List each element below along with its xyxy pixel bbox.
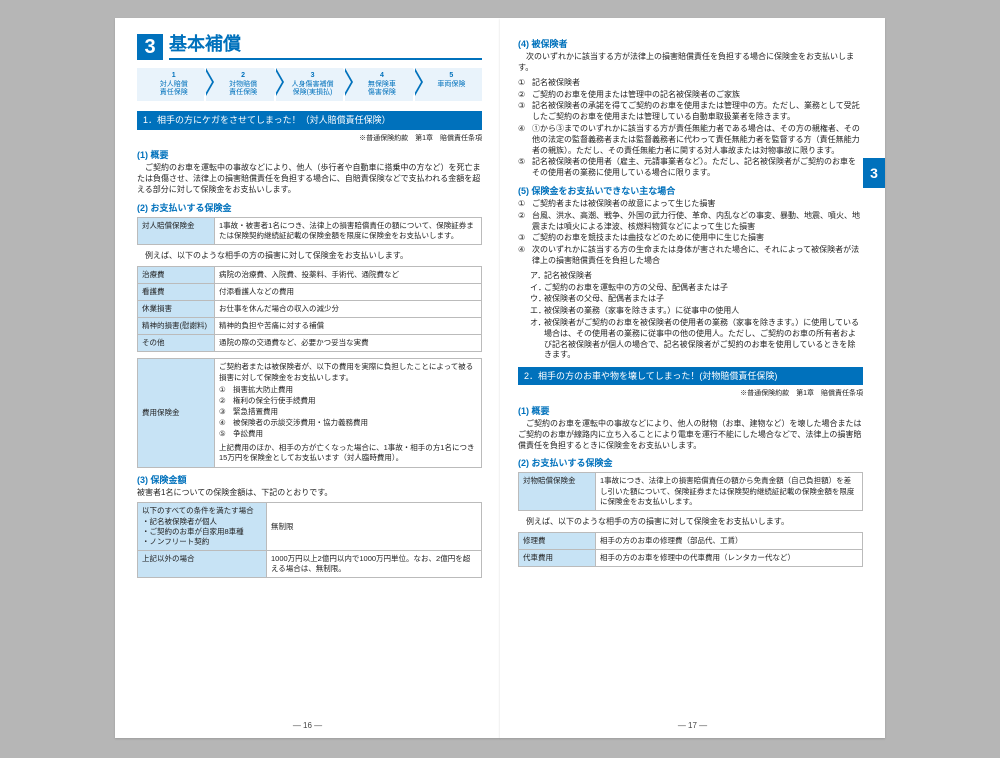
r-table-items: 修理費相手の方のお車の修理費（部品代、工賃）代車費用相手の方のお車を修理中の代車… bbox=[518, 532, 863, 567]
cell-body: 相手の方のお車の修理費（部品代、工賃） bbox=[596, 532, 863, 549]
list-item: ウ．被保険者の父母、配偶者または子 bbox=[530, 294, 863, 305]
list-item: ③ご契約のお車を競技または曲技などのために使用中に生じた損害 bbox=[518, 233, 863, 244]
subhead-4: (4) 被保険者 bbox=[518, 38, 863, 50]
step-arrows: 1対人賠償責任保険2対物賠償責任保険3人身傷害補償保険(実損払)4無保険車傷害保… bbox=[137, 68, 482, 101]
cell-head: 休業損害 bbox=[138, 301, 215, 318]
step: 2対物賠償責任保険 bbox=[206, 68, 273, 101]
r-table-main: 対物賠償保険金 1事故につき、法律上の損害賠償責任の額から免責金額（自己負担額）… bbox=[518, 472, 863, 510]
cell-head: 代車費用 bbox=[519, 549, 596, 566]
step: 3人身傷害補償保険(実損払) bbox=[276, 68, 343, 101]
note-right-1: ※普通保険約款 第1章 賠償責任条項 bbox=[137, 134, 482, 143]
r-para-example: 例えば、以下のような相手の方の損害に対して保険金をお支払いします。 bbox=[518, 517, 863, 528]
cell-body: 1事故・被害者1名につき、法律上の損害賠償責任の額について、保険証券または保険契… bbox=[215, 217, 482, 244]
note-right-2: ※普通保険約款 第1章 賠償責任条項 bbox=[518, 389, 863, 398]
para-amount: 被害者1名についての保険金額は、下記のとおりです。 bbox=[137, 488, 482, 499]
cell-body: 相手の方のお車を修理中の代車費用（レンタカー代など） bbox=[596, 549, 863, 566]
cell-head: 対物賠償保険金 bbox=[519, 473, 596, 510]
table-items: 治療費病院の治療費、入院費、投薬料、手術代、通院費など看護費付添看護人などの費用… bbox=[137, 266, 482, 353]
cell-body: 通院の際の交通費など、必要かつ妥当な実費 bbox=[215, 335, 482, 352]
cell-body: 無制限 bbox=[267, 503, 482, 551]
list-item: ③緊急措置費用 bbox=[219, 407, 477, 417]
text: ご契約者または被保険者が、以下の費用を実際に負担したことによって被る損害に対して… bbox=[219, 362, 477, 382]
step: 4無保険車傷害保険 bbox=[345, 68, 412, 101]
cell-head: 以下のすべての条件を満たす場合 ・記名被保険者が個人 ・ご契約のお車が自家用8車… bbox=[138, 503, 267, 551]
heading-bar-1: 1．相手の方にケガをさせてしまった！（対人賠償責任保険） bbox=[137, 111, 482, 129]
exclusion-sublist: ア．記名被保険者イ．ご契約のお車を運転中の方の父母、配偶者または子ウ．被保険者の… bbox=[530, 271, 863, 361]
r-subhead-2: (2) お支払いする保険金 bbox=[518, 457, 863, 469]
heading-bar-2: 2．相手の方のお車や物を壊してしまった！(対物賠償責任保険) bbox=[518, 367, 863, 385]
cell-head: 治療費 bbox=[138, 266, 215, 283]
para-insured: 次のいずれかに該当する方が法律上の損害賠償責任を負担する場合に保険金をお支払いし… bbox=[518, 52, 863, 74]
cell-head: 看護費 bbox=[138, 283, 215, 300]
r-subhead-1: (1) 概要 bbox=[518, 405, 863, 417]
cell-body: 1事故につき、法律上の損害賠償責任の額から免責金額（自己負担額）を差し引いた額に… bbox=[596, 473, 863, 510]
section-head: 3 基本補償 bbox=[137, 32, 482, 60]
page-number-right: — 17 — bbox=[500, 721, 885, 732]
cell-body: 1000万円以上2億円以内で1000万円単位。なお、2億円を超える場合は、無制限… bbox=[267, 550, 482, 577]
cell-head: 対人賠償保険金 bbox=[138, 217, 215, 244]
subhead-3: (3) 保険金額 bbox=[137, 474, 482, 486]
list-item: ②権利の保全行使手続費用 bbox=[219, 396, 477, 406]
subhead-2: (2) お支払いする保険金 bbox=[137, 202, 482, 214]
subhead-1: (1) 概要 bbox=[137, 149, 482, 161]
cell-body: 病院の治療費、入院費、投薬料、手術代、通院費など bbox=[215, 266, 482, 283]
r-para-overview: ご契約のお車を運転中の事故などにより、他人の財物（お車、建物など）を壊した場合ま… bbox=[518, 419, 863, 451]
cell-head: 修理費 bbox=[519, 532, 596, 549]
page-number-left: — 16 — bbox=[115, 721, 500, 732]
cost-list: ①損害拡大防止費用②権利の保全行使手続費用③緊急措置費用④被保険者の示談交渉費用… bbox=[219, 385, 477, 440]
list-item: オ．被保険者がご契約のお車を被保険者の使用者の業務（家事を除きます。）に使用して… bbox=[530, 318, 863, 361]
insured-list: ①記名被保険者②ご契約のお車を使用または管理中の記名被保険者のご家族③記名被保険… bbox=[518, 78, 863, 179]
list-item: ①損害拡大防止費用 bbox=[219, 385, 477, 395]
para-overview: ご契約のお車を運転中の事故などにより、他人（歩行者や自動車に搭乗中の方など）を死… bbox=[137, 163, 482, 195]
table-payment-main: 対人賠償保険金 1事故・被害者1名につき、法律上の損害賠償責任の額について、保険… bbox=[137, 217, 482, 245]
cell-head: 費用保険金 bbox=[138, 359, 215, 467]
cell-body: 精神的負担や苦痛に対する補償 bbox=[215, 318, 482, 335]
section-title: 基本補償 bbox=[169, 32, 482, 60]
viewport: 3 基本補償 1対人賠償責任保険2対物賠償責任保険3人身傷害補償保険(実損払)4… bbox=[0, 0, 1000, 758]
list-item: ④①から③までのいずれかに該当する方が責任無能力者である場合は、その方の親権者、… bbox=[518, 124, 863, 156]
cell-body: ご契約者または被保険者が、以下の費用を実際に負担したことによって被る損害に対して… bbox=[215, 359, 482, 467]
cell-head: 精神的損害(慰謝料) bbox=[138, 318, 215, 335]
step: 1対人賠償責任保険 bbox=[137, 68, 204, 101]
text: 上記費用のほか、相手の方が亡くなった場合に、1事故・相手の方1名につき15万円を… bbox=[219, 443, 477, 463]
list-item: ①記名被保険者 bbox=[518, 78, 863, 89]
cell-body: お仕事を休んだ場合の収入の減少分 bbox=[215, 301, 482, 318]
page-right: 3 (4) 被保険者 次のいずれかに該当する方が法律上の損害賠償責任を負担する場… bbox=[500, 18, 885, 738]
cell-head: その他 bbox=[138, 335, 215, 352]
table-cost-insurance: 費用保険金 ご契約者または被保険者が、以下の費用を実際に負担したことによって被る… bbox=[137, 358, 482, 467]
list-item: ⑤記名被保険者の使用者（雇主、元請事業者など）。ただし、記名被保険者がご契約のお… bbox=[518, 157, 863, 179]
list-item: ②ご契約のお車を使用または管理中の記名被保険者のご家族 bbox=[518, 90, 863, 101]
list-item: ①ご契約者または被保険者の故意によって生じた損害 bbox=[518, 199, 863, 210]
list-item: エ．被保険者の業務（家事を除きます。）に従事中の使用人 bbox=[530, 306, 863, 317]
subhead-5: (5) 保険金をお支払いできない主な場合 bbox=[518, 185, 863, 197]
list-item: ④被保険者の示談交渉費用・協力義務費用 bbox=[219, 418, 477, 428]
list-item: ⑤争訟費用 bbox=[219, 429, 477, 439]
list-item: ④次のいずれかに該当する方の生命または身体が害された場合に、それによって被保険者… bbox=[518, 245, 863, 267]
list-item: ③記名被保険者の承諾を得てご契約のお車を使用または管理中の方。ただし、業務として… bbox=[518, 101, 863, 123]
section-number: 3 bbox=[137, 34, 163, 60]
side-tab: 3 bbox=[863, 158, 885, 188]
table-amount: 以下のすべての条件を満たす場合 ・記名被保険者が個人 ・ご契約のお車が自家用8車… bbox=[137, 502, 482, 578]
cell-body: 付添看護人などの費用 bbox=[215, 283, 482, 300]
cell-head: 上記以外の場合 bbox=[138, 550, 267, 577]
list-item: ア．記名被保険者 bbox=[530, 271, 863, 282]
step: 5車両保険 bbox=[415, 68, 482, 101]
page-left: 3 基本補償 1対人賠償責任保険2対物賠償責任保険3人身傷害補償保険(実損払)4… bbox=[115, 18, 500, 738]
para-example: 例えば、以下のような相手の方の損害に対して保険金をお支払いします。 bbox=[137, 251, 482, 262]
exclusion-list: ①ご契約者または被保険者の故意によって生じた損害②台風、洪水、高潮、戦争、外国の… bbox=[518, 199, 863, 267]
list-item: イ．ご契約のお車を運転中の方の父母、配偶者または子 bbox=[530, 283, 863, 294]
list-item: ②台風、洪水、高潮、戦争、外国の武力行使、革命、内乱などの事変、暴動、地震、噴火… bbox=[518, 211, 863, 233]
